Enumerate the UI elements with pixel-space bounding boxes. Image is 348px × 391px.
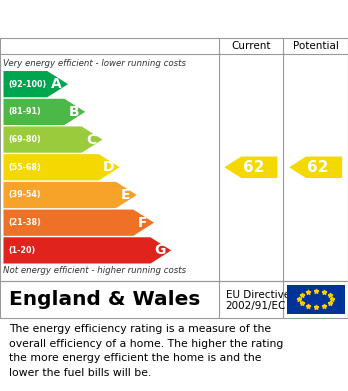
Text: 62: 62	[307, 160, 329, 175]
Polygon shape	[3, 71, 68, 97]
Text: (69-80): (69-80)	[9, 135, 41, 144]
Polygon shape	[3, 210, 154, 236]
Text: The energy efficiency rating is a measure of the
overall efficiency of a home. T: The energy efficiency rating is a measur…	[9, 324, 283, 378]
Text: G: G	[154, 244, 166, 257]
Text: A: A	[51, 77, 62, 91]
Text: (39-54): (39-54)	[9, 190, 41, 199]
Text: D: D	[102, 160, 114, 174]
Text: Current: Current	[231, 41, 271, 51]
Polygon shape	[289, 156, 342, 178]
Polygon shape	[3, 99, 85, 125]
Text: (1-20): (1-20)	[9, 246, 36, 255]
Polygon shape	[224, 156, 277, 178]
Text: 62: 62	[243, 160, 264, 175]
Text: E: E	[121, 188, 130, 202]
Text: F: F	[138, 216, 147, 230]
Text: (92-100): (92-100)	[9, 80, 47, 89]
Text: B: B	[69, 105, 79, 119]
Text: Potential: Potential	[293, 41, 339, 51]
Polygon shape	[3, 154, 120, 180]
Text: (55-68): (55-68)	[9, 163, 41, 172]
Text: Very energy efficient - lower running costs: Very energy efficient - lower running co…	[3, 59, 187, 68]
Text: EU Directive: EU Directive	[226, 290, 290, 300]
Text: (81-91): (81-91)	[9, 108, 41, 117]
Text: C: C	[86, 133, 96, 147]
Text: (21-38): (21-38)	[9, 218, 41, 227]
Text: Not energy efficient - higher running costs: Not energy efficient - higher running co…	[3, 266, 187, 275]
Polygon shape	[3, 126, 102, 153]
Text: 2002/91/EC: 2002/91/EC	[226, 301, 286, 311]
Text: England & Wales: England & Wales	[9, 290, 200, 309]
Bar	[287, 285, 345, 314]
Polygon shape	[3, 182, 137, 208]
Polygon shape	[3, 237, 171, 264]
Text: Energy Efficiency Rating: Energy Efficiency Rating	[9, 11, 238, 29]
